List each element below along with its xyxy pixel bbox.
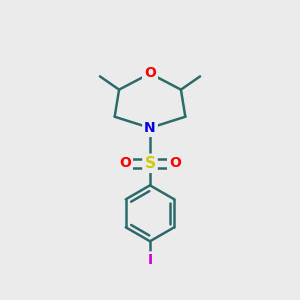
Text: I: I [147,254,153,267]
Text: N: N [144,121,156,135]
Text: O: O [169,156,181,170]
Text: O: O [144,66,156,80]
Text: O: O [119,156,131,170]
Text: S: S [145,156,155,171]
